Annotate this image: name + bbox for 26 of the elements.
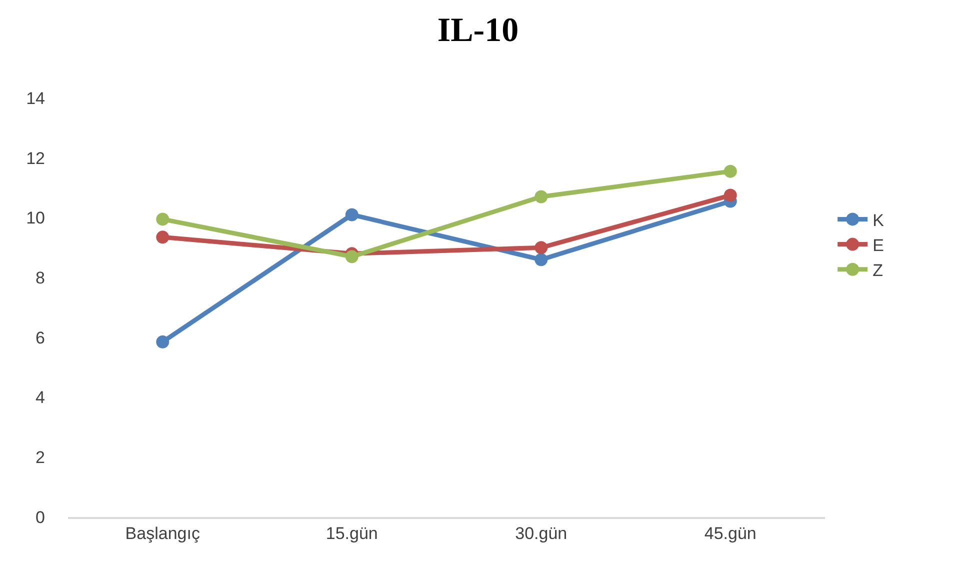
point <box>534 253 548 266</box>
point <box>345 250 358 264</box>
y-tick-label: 6 <box>36 328 45 348</box>
y-tick-label: 14 <box>26 88 45 108</box>
point <box>724 188 737 202</box>
point <box>345 208 358 222</box>
y-tick-label: 2 <box>36 448 45 468</box>
y-tick-label: 8 <box>36 268 45 288</box>
legend-label: E <box>872 236 884 255</box>
x-tick-label: 45.gün <box>704 524 756 544</box>
point <box>724 164 737 178</box>
chart-title: IL-10 <box>437 12 519 49</box>
y-tick-label: 0 <box>36 508 45 527</box>
point <box>156 230 170 244</box>
legend-label: K <box>872 210 885 230</box>
x-tick-label: 30.gün <box>515 524 568 544</box>
y-tick-label: 12 <box>26 148 45 168</box>
x-tick-label: Başlangıç <box>125 524 200 544</box>
y-tick-label: 4 <box>36 388 45 408</box>
legend-label: Z <box>872 261 883 280</box>
x-tick-label: 15.gün <box>326 524 378 544</box>
y-tick-label: 10 <box>26 208 45 228</box>
point <box>156 335 170 348</box>
point <box>534 190 548 204</box>
point <box>156 212 170 226</box>
point <box>534 241 548 254</box>
